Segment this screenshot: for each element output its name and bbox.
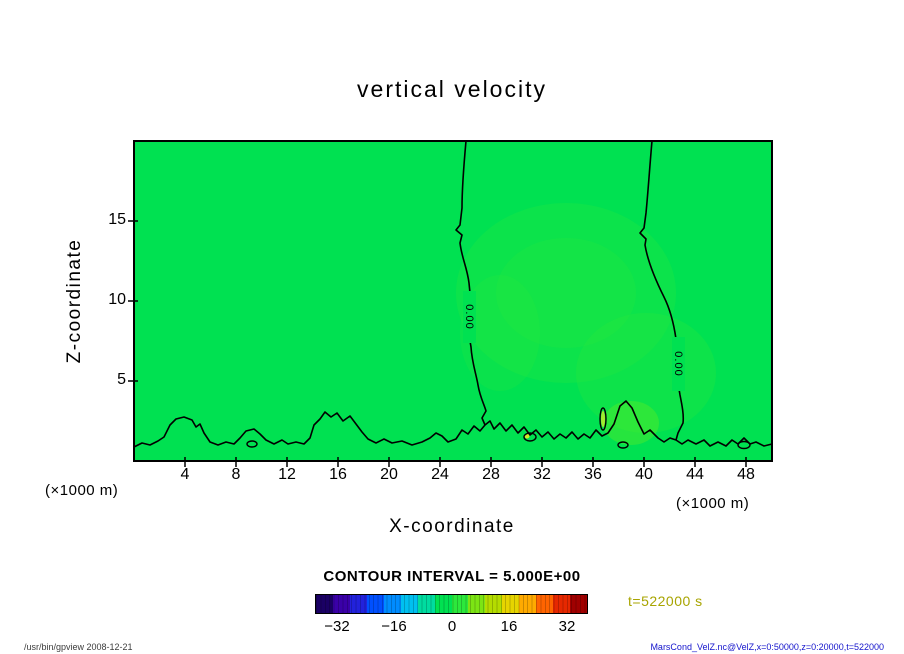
contour-label-mask <box>463 291 476 343</box>
colorbar-segment <box>417 595 435 613</box>
colorbar-tick-label: −32 <box>324 618 350 635</box>
colorbar-segment <box>316 595 333 613</box>
zero-contour-line-right <box>639 140 685 441</box>
colorbar-segment <box>553 595 571 613</box>
colorbar-segment <box>383 595 401 613</box>
x-axis-title: X-coordinate <box>389 516 515 537</box>
y-axis-units: (×1000 m) <box>45 482 119 499</box>
x-tick-label: 8 <box>231 466 241 483</box>
contour-label-middle: 0.00 <box>463 304 475 329</box>
tool-version-stamp: /usr/bin/gpview 2008-12-21 <box>24 642 133 652</box>
zero-contour-line-middle <box>455 140 487 426</box>
x-tick-label: 32 <box>533 466 551 483</box>
colorbar-segment <box>332 595 350 613</box>
colorbar-tick-label: 0 <box>447 618 457 635</box>
figure-title: vertical velocity <box>357 76 547 102</box>
colorbar-segment <box>400 595 418 613</box>
closed-contour-cells <box>246 407 751 450</box>
x-tick-label: 24 <box>431 466 449 483</box>
x-tick-label: 40 <box>635 466 653 483</box>
y-axis-title: Z-coordinate <box>64 238 85 364</box>
x-tick-label: 12 <box>278 466 296 483</box>
x-tick-label: 36 <box>584 466 602 483</box>
contour-plot-canvas: 0.00 0.00 <box>128 140 773 467</box>
colorbar-segment <box>502 595 520 613</box>
colorbar-segment <box>570 595 587 613</box>
data-source-stamp: MarsCond_VelZ.nc@VelZ,x=0:50000,z=0:2000… <box>650 642 884 652</box>
colorbar-segment <box>536 595 554 613</box>
colorbar-tick-label: 32 <box>558 618 576 635</box>
x-tick-label: 16 <box>329 466 347 483</box>
x-tick-label: 20 <box>380 466 398 483</box>
y-tick-label: 5 <box>117 371 126 388</box>
zero-contour-line-bottom <box>133 400 773 448</box>
y-tick-label: 15 <box>108 211 126 228</box>
colorbar-segment <box>468 595 486 613</box>
colorbar-segment <box>366 595 384 613</box>
colorbar-tick-label: 16 <box>500 618 518 635</box>
x-axis-tick-marks <box>184 457 747 467</box>
contour-label-mask <box>672 337 685 391</box>
y-axis-tick-marks <box>128 220 138 382</box>
x-tick-label: 48 <box>737 466 755 483</box>
colorbar-segment <box>349 595 367 613</box>
x-tick-label: 4 <box>180 466 190 483</box>
colorbar-segment <box>451 595 469 613</box>
y-tick-label: 10 <box>108 291 126 308</box>
x-tick-label: 28 <box>482 466 500 483</box>
contour-interval-caption: CONTOUR INTERVAL = 5.000E+00 <box>323 568 581 585</box>
colorbar-segment <box>519 595 537 613</box>
time-annotation: t=522000 s <box>628 593 703 609</box>
colorbar-segment <box>485 595 503 613</box>
colorbar-tick-label: −16 <box>381 618 407 635</box>
colorbar-segment <box>434 595 452 613</box>
contour-label-right: 0.00 <box>672 351 684 376</box>
x-axis-units: (×1000 m) <box>676 495 750 512</box>
colorbar-gradient <box>315 594 588 614</box>
x-tick-label: 44 <box>686 466 704 483</box>
